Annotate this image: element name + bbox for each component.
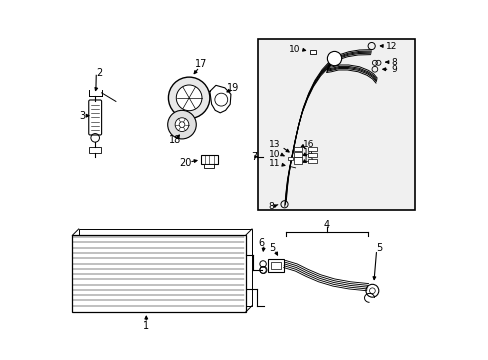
Circle shape (175, 118, 188, 131)
Text: 2: 2 (96, 68, 102, 78)
Text: 18: 18 (168, 135, 181, 145)
Text: 15: 15 (303, 155, 314, 164)
FancyBboxPatch shape (88, 100, 102, 135)
Text: 20: 20 (179, 158, 191, 168)
Text: 5: 5 (269, 243, 275, 253)
Text: 8: 8 (390, 58, 396, 67)
Bar (79, 229, 251, 306)
Circle shape (326, 51, 341, 66)
Text: 19: 19 (226, 83, 239, 93)
Text: 17: 17 (195, 59, 207, 69)
Bar (307, 153, 316, 157)
Bar (293, 147, 301, 151)
Text: 10: 10 (268, 150, 280, 159)
Circle shape (176, 85, 202, 111)
Bar (309, 50, 315, 54)
Bar (258, 39, 414, 210)
Text: 16: 16 (303, 140, 314, 149)
Bar (293, 153, 301, 157)
Bar (201, 155, 218, 164)
Text: 7: 7 (250, 152, 257, 162)
Bar (307, 158, 316, 163)
Bar (287, 157, 293, 160)
Text: 8: 8 (268, 202, 274, 211)
Bar (89, 147, 101, 153)
Text: 3: 3 (80, 111, 85, 121)
Text: 1: 1 (143, 321, 149, 331)
Text: 10: 10 (289, 45, 300, 54)
Bar (203, 164, 214, 168)
Text: 9: 9 (390, 65, 396, 74)
Circle shape (168, 77, 209, 118)
Text: 13: 13 (268, 140, 280, 149)
Text: 14: 14 (303, 148, 314, 157)
Text: 5: 5 (376, 243, 382, 253)
Circle shape (214, 93, 227, 106)
Bar (307, 147, 316, 152)
Bar (267, 259, 283, 272)
Text: 11: 11 (268, 159, 280, 168)
Text: 4: 4 (323, 220, 329, 230)
Bar (270, 262, 281, 269)
Bar (72, 235, 245, 312)
Circle shape (167, 111, 196, 139)
Bar (293, 157, 301, 164)
Text: 12: 12 (385, 41, 396, 50)
Text: 6: 6 (258, 238, 264, 248)
